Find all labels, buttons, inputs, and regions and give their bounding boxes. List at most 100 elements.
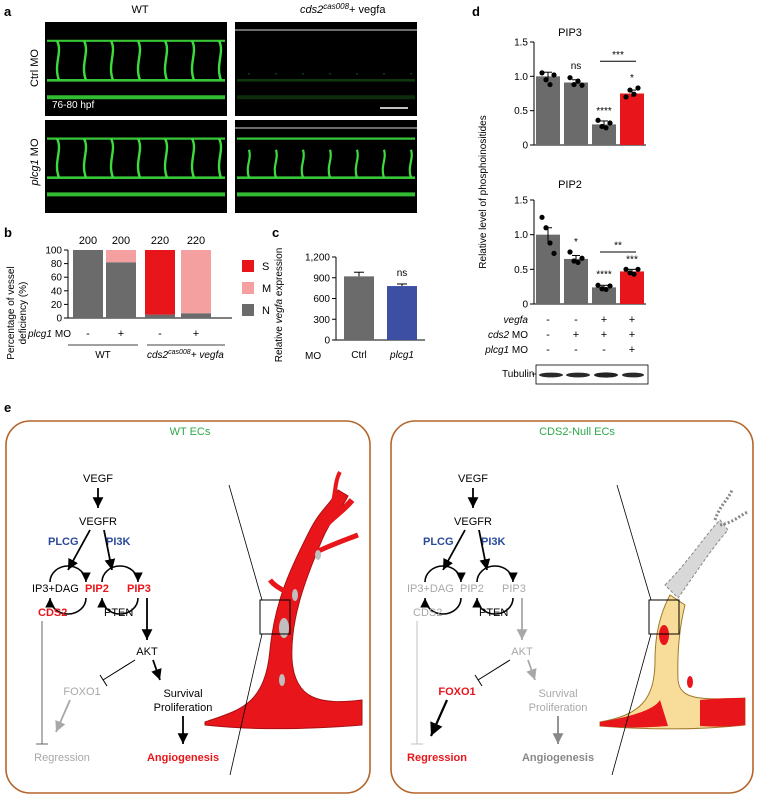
pip2-data-point — [595, 282, 601, 288]
bar-N — [181, 313, 211, 318]
pip3-data-point — [579, 82, 585, 88]
micrograph-row1-label: Ctrl MO — [29, 49, 41, 87]
isv-remnant — [356, 72, 358, 75]
null-node-regression: Regression — [407, 752, 467, 764]
c-bar — [344, 276, 374, 340]
pip3-data-point — [571, 81, 577, 88]
panel-c-label: c — [272, 225, 279, 240]
pip2-tick-label: 1.0 — [514, 230, 528, 241]
vessel-illustration-null — [599, 484, 749, 776]
pip3-data-point — [567, 75, 573, 81]
diagram-null: CDS2-Null ECs — [390, 420, 754, 794]
panel-b-ylabel: Percentage of vessel deficiency (%) — [6, 266, 29, 359]
legend: SMN — [242, 260, 271, 317]
c-tick-label: 300 — [313, 315, 330, 326]
wt-node-survival: Survival — [163, 688, 202, 700]
d-treatment-value: + — [601, 314, 607, 326]
b-treatment-value: - — [158, 328, 162, 340]
wt-node-pip2: PIP2 — [85, 583, 109, 595]
d-treatment-value: + — [629, 314, 635, 326]
isv-vessel — [381, 149, 386, 179]
pip3-data-point — [627, 87, 633, 93]
panel-e-label: e — [4, 400, 11, 415]
b-n-label: 220 — [187, 235, 205, 247]
b-n-label: 200 — [79, 235, 97, 247]
d-treatment-value: + — [601, 329, 607, 341]
micrograph-cds2-ctrl — [235, 22, 417, 116]
pip2-tick-label: 0 — [522, 300, 528, 311]
d-treatment-value: - — [546, 344, 550, 356]
isv-vessel — [136, 138, 142, 179]
isv-vessel — [82, 40, 88, 81]
svg-text:Ctrl MO: Ctrl MO — [29, 49, 41, 87]
isv-vessel — [190, 138, 196, 179]
null-node-pi3k: PI3K — [481, 536, 506, 548]
isv-vessel — [190, 40, 196, 81]
pip2-sig-label: *** — [626, 254, 638, 265]
isv-vessel — [217, 138, 223, 179]
null-node-survival: Survival — [538, 688, 577, 700]
isv-vessel — [408, 149, 413, 179]
pip3-sig-label: *** — [612, 50, 624, 61]
wt-node-akt: AKT — [136, 646, 158, 658]
wt-node-pip3: PIP3 — [127, 583, 151, 595]
b-treatment-value: - — [86, 328, 90, 340]
c-xlabel: MO — [305, 351, 321, 362]
null-node-pip2: PIP2 — [460, 583, 484, 595]
col-header-cds2: cds2cas008+ vegfa — [300, 2, 386, 16]
pip2-title: PIP2 — [558, 179, 582, 191]
isv-vessel — [354, 149, 359, 179]
pip3-tick-label: 1.5 — [514, 38, 528, 49]
wt-node-foxo1: FOXO1 — [63, 686, 100, 698]
pip3-data-point — [539, 70, 545, 76]
pip3-bar — [536, 76, 560, 145]
svg-text:deficiency (%): deficiency (%) — [18, 282, 29, 345]
micrograph-row2-label: plcg1 MO — [29, 138, 41, 187]
stage-label: 76-80 hpf — [52, 100, 94, 111]
isv-vessel — [109, 138, 115, 179]
pip3-data-point — [543, 77, 549, 83]
stacked-bar-chart: 0 20 40 60 80 100 200 - 200 +220 - 220 + — [45, 235, 232, 340]
wt-title: WT ECs — [170, 426, 211, 438]
isv-vessel — [55, 40, 61, 81]
b-tick-label: 20 — [51, 300, 63, 311]
b-group-cds2: cds2cas008+ vegfa — [147, 349, 224, 361]
b-group-wt: WT — [95, 350, 111, 361]
null-node-foxo1: FOXO1 — [438, 686, 475, 698]
isv-remnant — [248, 72, 250, 75]
svg-text:cds2 MO: cds2 MO — [488, 330, 528, 341]
isv-vessel — [327, 149, 332, 179]
pip3-data-point — [599, 123, 605, 130]
pip3-data-point — [551, 72, 557, 78]
bar-N — [73, 250, 103, 318]
pip3-data-point — [547, 81, 553, 88]
pip3-bar — [564, 82, 588, 145]
c-tick-label: 0 — [324, 336, 330, 347]
pip2-tick-label: 0.5 — [514, 265, 528, 276]
d-treatment-value: - — [546, 314, 550, 326]
b-tick-label: 100 — [45, 246, 62, 257]
bar-M — [181, 250, 211, 314]
pip3-data-point — [595, 117, 601, 123]
pip2-data-point — [627, 270, 633, 276]
pip3-sig-label: **** — [596, 106, 612, 117]
diagram-wt: WT ECs — [5, 420, 371, 794]
isv-remnant — [275, 72, 277, 75]
null-node-vegfr: VEGFR — [454, 516, 492, 528]
d-treatment-table: vegfa cds2 MO plcg1 MO — [484, 315, 528, 356]
micrograph-cds2-plcg1 — [235, 120, 417, 213]
pip2-data-point — [543, 225, 549, 231]
pip2-sig-label: * — [574, 237, 578, 248]
svg-text:vegfa: vegfa — [504, 315, 529, 326]
b-tick-label: 60 — [51, 273, 63, 284]
pip3-title: PIP3 — [558, 27, 582, 39]
svg-text:plcg1 MO: plcg1 MO — [484, 345, 528, 356]
c-bar — [387, 286, 417, 340]
isv-vessel — [55, 138, 61, 179]
bar-N — [145, 314, 175, 318]
pip2-data-point — [603, 286, 609, 293]
c-tick-label: 600 — [313, 294, 330, 305]
pip3-data-point — [603, 125, 609, 131]
isv-remnant — [383, 72, 385, 75]
